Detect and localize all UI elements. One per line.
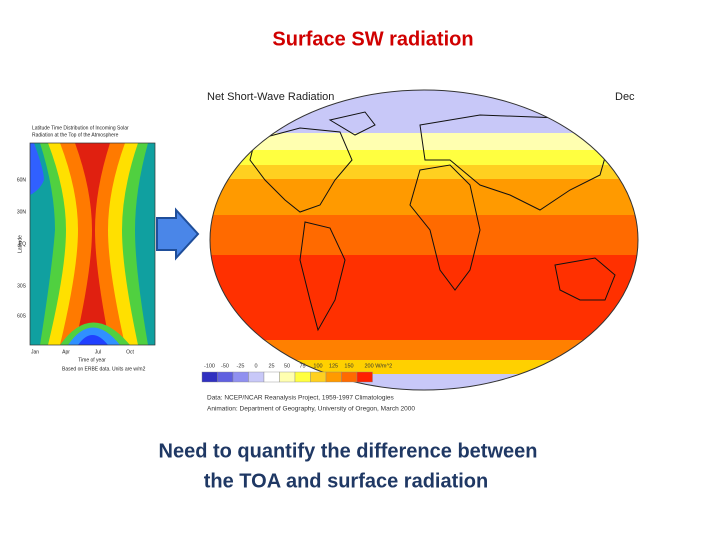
colorbar-label: 200 W/m^2 (365, 363, 393, 369)
panel-note: Based on ERBE data. Units are w/m2 (62, 366, 146, 372)
colorbar-label: 100 (313, 363, 322, 369)
panel-title: Radiation at the Top of the Atmosphere (32, 132, 119, 138)
y-axis-label: Latitude (17, 235, 23, 253)
colorbar-label: -100 (204, 363, 215, 369)
credit: Animation: Department of Geography, Univ… (207, 406, 415, 413)
x-tick-label: Jul (95, 349, 101, 355)
colorbar-swatch (310, 371, 327, 383)
x-tick-label: Oct (126, 349, 134, 355)
y-tick-label: 30N (17, 209, 27, 215)
colorbar-label: 125 (329, 363, 338, 369)
colorbar-label: 50 (284, 363, 290, 369)
colorbar-label: 150 (344, 363, 353, 369)
colorbar-swatch (263, 371, 280, 383)
left-panel: Latitude Time Distribution of Incoming S… (17, 125, 156, 372)
caption: the TOA and surface radiation (204, 470, 489, 492)
colorbar-label: -25 (237, 363, 245, 369)
colorbar-label: 25 (268, 363, 274, 369)
colorbar-swatch (341, 371, 358, 383)
y-tick-label: 30S (17, 283, 27, 289)
y-tick-label: 60N (17, 177, 27, 183)
x-tick-label: Jan (31, 349, 39, 355)
colorbar-label: 0 (254, 363, 257, 369)
map-title: Net Short-Wave Radiation (207, 91, 334, 103)
map-panel: Net Short-Wave Radiation Dec -100 -50 -25 0… (201, 89, 639, 413)
colorbar-label: -50 (221, 363, 229, 369)
slide-title: Surface SW radiation (272, 28, 473, 50)
arrow (156, 207, 200, 261)
caption: Need to quantify the difference between (159, 440, 538, 462)
colorbar-swatch (248, 371, 265, 383)
colorbar-label: 75 (299, 363, 305, 369)
x-tick-label: Apr (62, 349, 70, 355)
colorbar-swatch (232, 371, 249, 383)
map-month: Dec (615, 91, 635, 103)
colorbar-swatch (325, 371, 342, 383)
y-tick-label: 60S (17, 313, 27, 319)
solar-plot (30, 143, 155, 345)
colorbar-swatch (356, 371, 373, 383)
panel-title: Latitude Time Distribution of Incoming S… (32, 125, 129, 131)
colorbar-swatch (217, 371, 234, 383)
credit: Data: NCEP/NCAR Reanalysis Project, 1959… (207, 395, 395, 402)
colorbar-swatch (294, 371, 311, 383)
colorbar-swatch (201, 371, 218, 383)
colorbar: -100 -50 -25 0 25 50 75 100 125 150 200 W/m^2 (201, 363, 393, 383)
x-axis-label: Time of year (78, 357, 106, 363)
y-tick-label: EQ (19, 241, 26, 247)
colorbar-swatch (279, 371, 296, 383)
world-map (210, 90, 638, 390)
